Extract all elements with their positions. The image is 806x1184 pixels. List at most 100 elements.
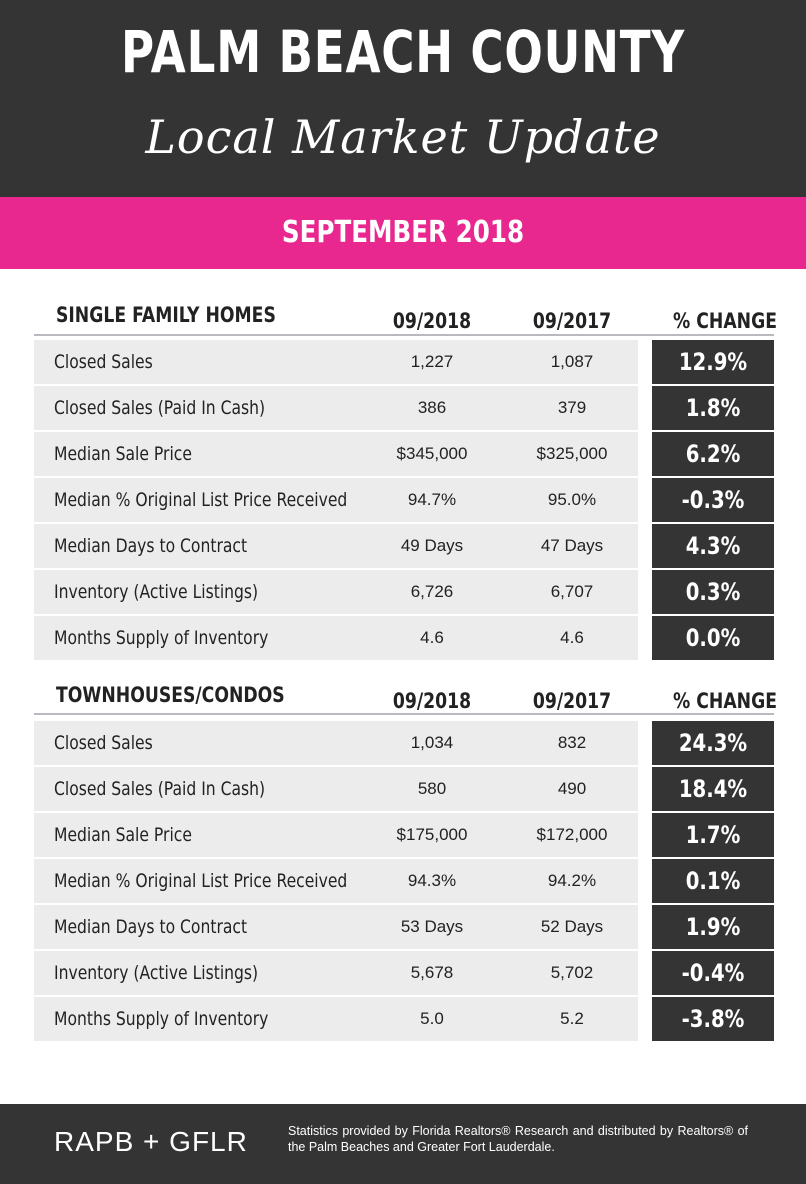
section-heading: TOWNHOUSES/CONDOS bbox=[56, 683, 285, 707]
table-row: Median Days to Contract 53 Days 52 Days 1.9… bbox=[34, 905, 774, 949]
value-2018: 94.3% bbox=[407, 871, 457, 890]
row-label: Months Supply of Inventory bbox=[54, 1008, 269, 1030]
change-background bbox=[652, 478, 774, 522]
value-2018: 49 Days bbox=[400, 536, 464, 555]
percent-change: 4.3% bbox=[685, 532, 741, 560]
row-background bbox=[34, 767, 638, 811]
percent-change: -0.3% bbox=[681, 486, 745, 514]
change-background bbox=[652, 859, 774, 903]
table-row: Median Sale Price $175,000 $172,000 1.7% bbox=[34, 813, 774, 857]
change-background bbox=[652, 570, 774, 614]
table-row: Months Supply of Inventory 5.0 5.2 -3.8% bbox=[34, 997, 774, 1041]
row-background bbox=[34, 859, 638, 903]
table-row: Median % Original List Price Received 94.… bbox=[34, 478, 774, 522]
value-2017: $172,000 bbox=[536, 825, 608, 844]
table-row: Closed Sales (Paid In Cash) 386 379 1.8% bbox=[34, 386, 774, 430]
row-label: Median % Original List Price Received bbox=[54, 489, 348, 511]
row-label: Closed Sales (Paid In Cash) bbox=[54, 778, 266, 800]
row-background bbox=[34, 340, 638, 384]
value-2017: 1,087 bbox=[550, 352, 594, 371]
period-band: SEPTEMBER 2018 bbox=[0, 197, 806, 269]
value-2017: 5,702 bbox=[550, 963, 594, 982]
value-2017: 490 bbox=[557, 779, 587, 798]
row-background bbox=[34, 721, 638, 765]
row-background bbox=[34, 524, 638, 568]
change-background bbox=[652, 524, 774, 568]
value-2017: 94.2% bbox=[547, 871, 597, 890]
value-2017: 52 Days bbox=[540, 917, 604, 936]
section-header: SINGLE FAMILY HOMES 09/2018 09/2017 % CH… bbox=[34, 297, 777, 337]
row-label: Median Sale Price bbox=[54, 824, 192, 846]
value-2018: 4.6 bbox=[420, 628, 444, 647]
footer-brand: RAPB + GFLR bbox=[54, 1126, 248, 1157]
value-2018: 386 bbox=[417, 398, 447, 417]
percent-change: 18.4% bbox=[678, 775, 748, 803]
row-background bbox=[34, 478, 638, 522]
header-banner: PALM BEACH COUNTY Local Market Update bbox=[0, 0, 806, 197]
period-label: SEPTEMBER 2018 bbox=[281, 215, 525, 250]
value-2017: 95.0% bbox=[547, 490, 597, 509]
row-background bbox=[34, 570, 638, 614]
value-2017: 47 Days bbox=[540, 536, 604, 555]
change-background bbox=[652, 767, 774, 811]
table-row: Months Supply of Inventory 4.6 4.6 0.0% bbox=[34, 616, 774, 660]
value-2018: 94.7% bbox=[407, 490, 457, 509]
value-2018: 6,726 bbox=[410, 582, 454, 601]
footer-note: Statistics provided by Florida Realtors®… bbox=[288, 1124, 748, 1154]
divider bbox=[34, 713, 774, 715]
value-2018: $175,000 bbox=[396, 825, 468, 844]
page-subtitle: Local Market Update bbox=[145, 110, 661, 164]
column-header-change: % CHANGE bbox=[673, 309, 777, 333]
table-row: Closed Sales (Paid In Cash) 580 490 18.4% bbox=[34, 767, 774, 811]
row-label: Closed Sales (Paid In Cash) bbox=[54, 397, 266, 419]
row-label: Median Sale Price bbox=[54, 443, 192, 465]
section-heading: SINGLE FAMILY HOMES bbox=[56, 303, 276, 327]
value-2018: 5.0 bbox=[420, 1009, 444, 1028]
row-background bbox=[34, 997, 638, 1041]
value-2018: 1,227 bbox=[410, 352, 454, 371]
value-2018: 5,678 bbox=[410, 963, 454, 982]
percent-change: 1.9% bbox=[685, 913, 741, 941]
table-row: Inventory (Active Listings) 6,726 6,707 0.3… bbox=[34, 570, 774, 614]
percent-change: -3.8% bbox=[681, 1005, 745, 1033]
change-background bbox=[652, 951, 774, 995]
value-2017: 379 bbox=[557, 398, 587, 417]
row-background bbox=[34, 432, 638, 476]
table-row: Median % Original List Price Received 94.… bbox=[34, 859, 774, 903]
townhouses-section: TOWNHOUSES/CONDOS 09/2018 09/2017 % CHAN… bbox=[34, 677, 777, 1041]
percent-change: 0.1% bbox=[685, 867, 741, 895]
percent-change: 0.3% bbox=[685, 578, 741, 606]
row-label: Inventory (Active Listings) bbox=[54, 581, 259, 603]
row-label: Median % Original List Price Received bbox=[54, 870, 348, 892]
percent-change: 6.2% bbox=[685, 440, 741, 468]
change-background bbox=[652, 813, 774, 857]
value-2017: 832 bbox=[557, 733, 587, 752]
percent-change: -0.4% bbox=[681, 959, 745, 987]
value-2017: 6,707 bbox=[550, 582, 594, 601]
change-background bbox=[652, 616, 774, 660]
footer: RAPB + GFLR Statistics provided by Flori… bbox=[0, 1104, 806, 1184]
column-header-change: % CHANGE bbox=[673, 689, 777, 713]
change-background bbox=[652, 386, 774, 430]
row-background bbox=[34, 905, 638, 949]
column-header-2017: 09/2017 bbox=[532, 309, 612, 333]
single-family-section: SINGLE FAMILY HOMES 09/2018 09/2017 % CH… bbox=[34, 297, 777, 660]
percent-change: 0.0% bbox=[685, 624, 741, 652]
row-background bbox=[34, 813, 638, 857]
column-header-2018: 09/2018 bbox=[392, 309, 472, 333]
row-background bbox=[34, 951, 638, 995]
table-row: Median Days to Contract 49 Days 47 Days 4.3… bbox=[34, 524, 774, 568]
percent-change: 24.3% bbox=[678, 729, 748, 757]
value-2018: $345,000 bbox=[396, 444, 468, 463]
row-label: Closed Sales bbox=[54, 732, 153, 754]
percent-change: 1.8% bbox=[685, 394, 741, 422]
value-2018: 53 Days bbox=[400, 917, 464, 936]
column-header-2018: 09/2018 bbox=[392, 689, 472, 713]
table-row: Inventory (Active Listings) 5,678 5,702 -0.… bbox=[34, 951, 774, 995]
value-2018: 1,034 bbox=[410, 733, 454, 752]
row-label: Inventory (Active Listings) bbox=[54, 962, 259, 984]
row-label: Closed Sales bbox=[54, 351, 153, 373]
change-background bbox=[652, 432, 774, 476]
row-label: Median Days to Contract bbox=[54, 535, 248, 557]
change-background bbox=[652, 905, 774, 949]
